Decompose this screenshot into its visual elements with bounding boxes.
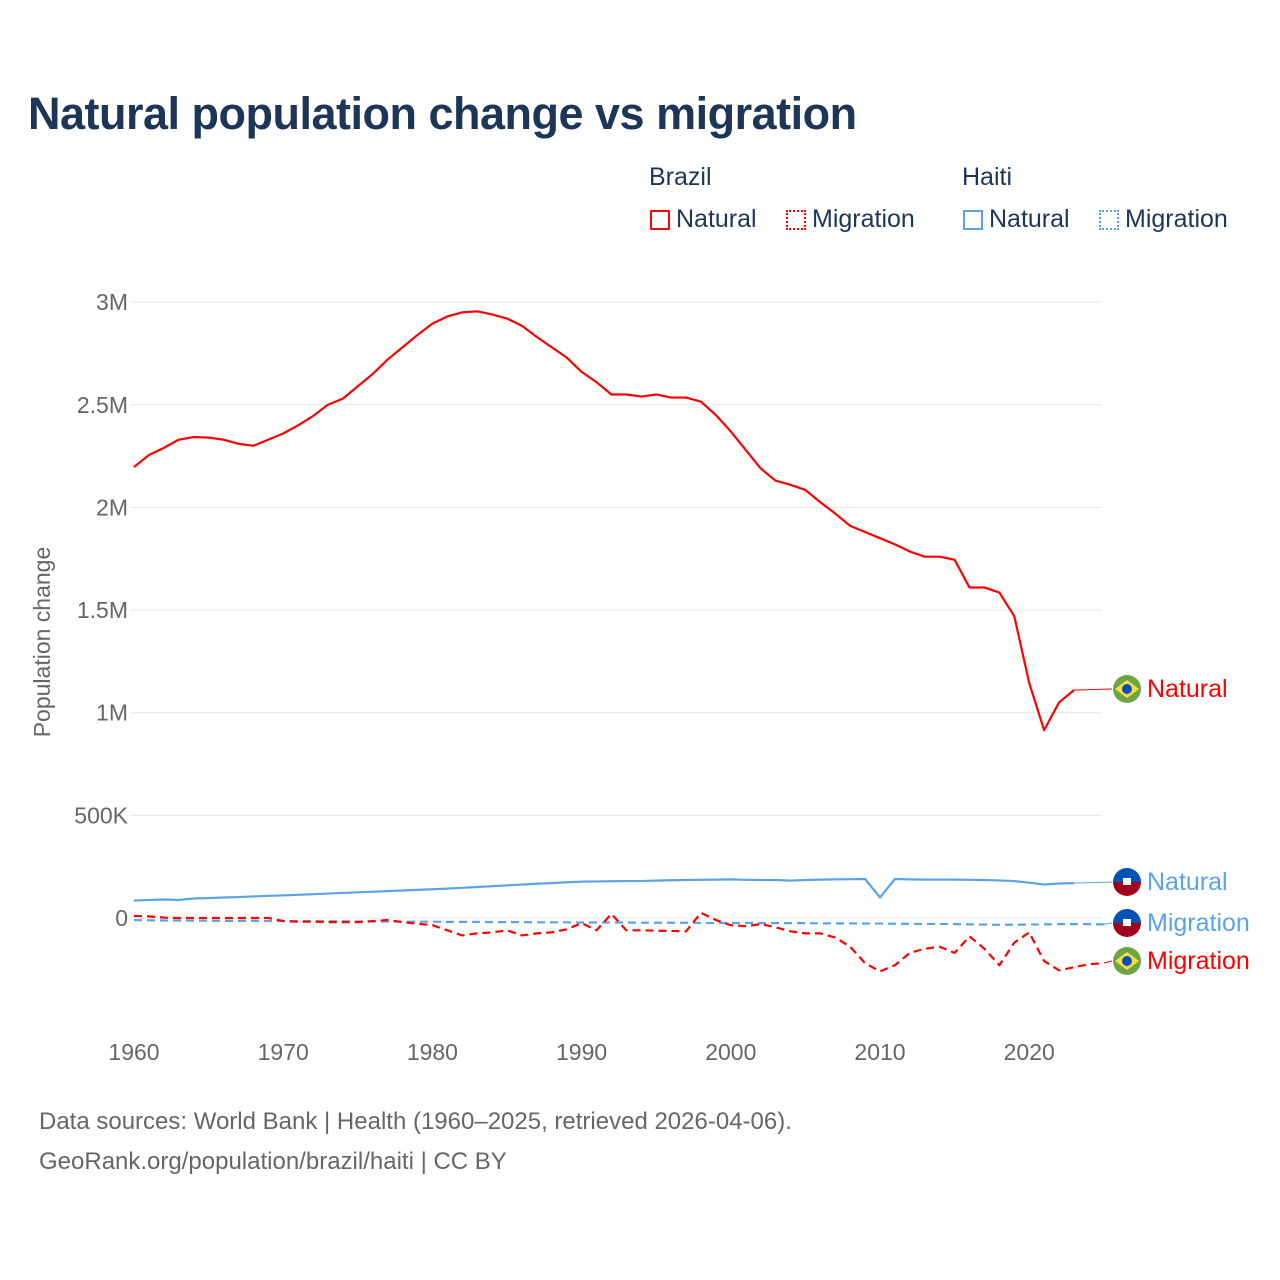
flag-top bbox=[1113, 909, 1141, 923]
x-tick-label: 2020 bbox=[1004, 1039, 1055, 1065]
legend-label: Migration bbox=[1125, 205, 1228, 233]
legend-brazil-migration[interactable]: Migration bbox=[786, 205, 915, 234]
legend-group-haiti: Haiti bbox=[962, 163, 1013, 191]
flag-crest bbox=[1123, 919, 1131, 926]
x-tick-label: 1970 bbox=[258, 1039, 309, 1065]
label-connector bbox=[1073, 688, 1113, 691]
legend-haiti-migration[interactable]: Migration bbox=[1099, 205, 1228, 234]
x-tick-label: 1980 bbox=[407, 1039, 458, 1065]
legend-swatch bbox=[1099, 209, 1119, 230]
legend-label: Natural bbox=[989, 205, 1070, 233]
haiti-flag-icon bbox=[1113, 909, 1141, 937]
flag-crest bbox=[1123, 878, 1131, 885]
flag-globe bbox=[1122, 684, 1132, 694]
end-label-brazil-migration: Migration bbox=[1147, 947, 1250, 975]
x-tick-label: 2000 bbox=[705, 1039, 756, 1065]
haiti-flag-icon bbox=[1113, 868, 1141, 896]
legend-brazil-natural[interactable]: Natural bbox=[650, 205, 757, 234]
y-tick-label: 2M bbox=[96, 494, 128, 520]
end-label-brazil-natural: Natural bbox=[1147, 675, 1228, 703]
end-label-haiti-natural: Natural bbox=[1147, 868, 1228, 896]
flag-bottom bbox=[1113, 882, 1141, 896]
x-tick-label: 2010 bbox=[854, 1039, 905, 1065]
chart-title: Natural population change vs migration bbox=[28, 88, 857, 139]
flag-globe bbox=[1122, 956, 1132, 966]
legend-swatch bbox=[650, 209, 670, 230]
series-line-brazil-migration bbox=[133, 911, 1104, 973]
flag-top bbox=[1113, 868, 1141, 882]
y-tick-label: 3M bbox=[96, 289, 128, 315]
legend-label: Natural bbox=[676, 205, 757, 233]
end-label-haiti-migration: Migration bbox=[1147, 909, 1250, 937]
y-tick-label: 2.5M bbox=[77, 392, 128, 418]
y-tick-label: 1M bbox=[96, 700, 128, 726]
x-tick-label: 1960 bbox=[108, 1039, 159, 1065]
series-line-haiti-natural bbox=[133, 877, 1074, 902]
legend-swatch bbox=[786, 209, 806, 230]
footer-attribution[interactable]: GeoRank.org/population/brazil/haiti | CC… bbox=[39, 1148, 507, 1175]
y-tick-label: 1.5M bbox=[77, 597, 128, 623]
label-connector bbox=[1103, 922, 1113, 925]
y-tick-label: 500K bbox=[74, 802, 128, 828]
label-connector bbox=[1103, 960, 1113, 964]
series-line-brazil-natural bbox=[133, 310, 1075, 732]
flag-bottom bbox=[1113, 923, 1141, 937]
legend-label: Migration bbox=[812, 205, 915, 233]
legend-group-brazil: Brazil bbox=[649, 163, 712, 191]
footer-sources: Data sources: World Bank | Health (1960–… bbox=[39, 1108, 792, 1135]
brazil-flag-icon bbox=[1113, 947, 1141, 975]
legend-haiti-natural[interactable]: Natural bbox=[963, 205, 1070, 234]
x-tick-label: 1990 bbox=[556, 1039, 607, 1065]
legend-swatch bbox=[963, 209, 983, 230]
brazil-flag-icon bbox=[1113, 675, 1141, 703]
label-connector bbox=[1073, 881, 1113, 884]
y-tick-label: 0 bbox=[115, 905, 128, 931]
y-axis-label: Population change bbox=[29, 547, 55, 738]
